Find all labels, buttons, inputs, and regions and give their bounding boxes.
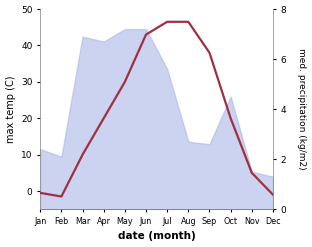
Y-axis label: med. precipitation (kg/m2): med. precipitation (kg/m2): [297, 48, 306, 170]
Y-axis label: max temp (C): max temp (C): [6, 75, 16, 143]
X-axis label: date (month): date (month): [118, 231, 196, 242]
